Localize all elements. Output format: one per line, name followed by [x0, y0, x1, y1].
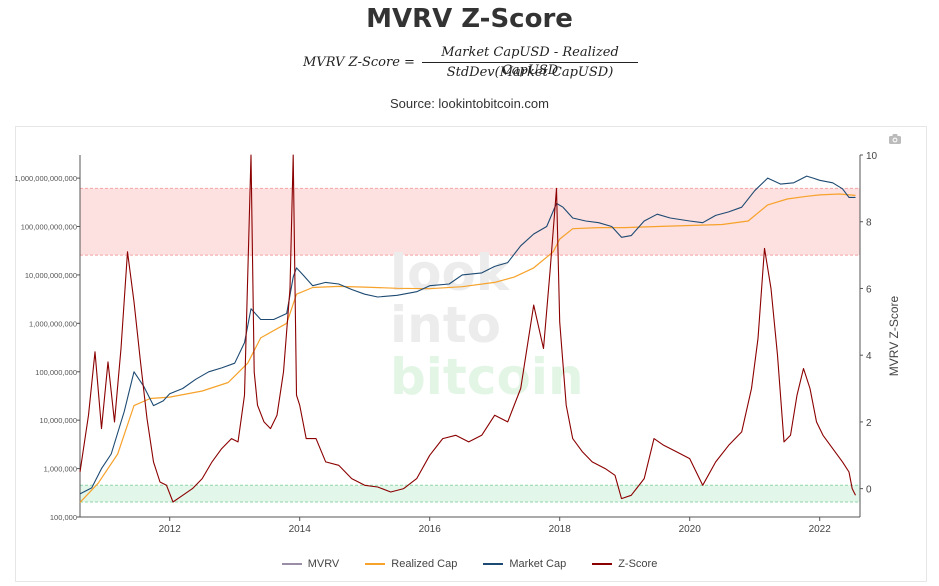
x-tick-label: 2016 [419, 524, 442, 535]
x-tick-label: 2014 [289, 524, 312, 535]
watermark: lookintobitcoin [390, 244, 584, 406]
legend-item[interactable]: Z-Score [592, 558, 657, 570]
y-axis-right-label: MVRV Z-Score [887, 295, 901, 376]
camera-icon[interactable] [888, 133, 902, 145]
bands [80, 187, 860, 503]
y-right-tick-label: 6 [866, 284, 872, 295]
formula-denominator: StdDev(Market CapUSD) [446, 65, 614, 80]
formula-fraction: Market CapUSD - Realized CapUSD StdDev(M… [420, 44, 640, 81]
series-line-market-cap [79, 175, 856, 495]
y-left-tick-label: 1,000,000 [44, 465, 77, 474]
axes [79, 155, 861, 518]
x-tick-label: 2018 [549, 524, 572, 535]
formula-lhs: MVRV Z-Score = [303, 55, 415, 70]
legend-item[interactable]: MVRV [281, 558, 340, 570]
y-left-tick-label: 100,000,000 [35, 368, 77, 377]
legend-item[interactable]: Market Cap [483, 558, 566, 570]
source-label: Source: lookintobitcoin.com [390, 96, 549, 111]
series-line-realized-cap [79, 193, 856, 503]
watermark-text: into [390, 296, 501, 354]
y-left-tick-label: 1,000,000,000,000 [14, 174, 77, 183]
series-lines [79, 154, 856, 503]
x-tick-label: 2020 [679, 524, 702, 535]
formula-bar [422, 62, 638, 63]
legend: MVRV Realized Cap Market Cap Z-Score [0, 558, 939, 570]
chart-title: MVRV Z-Score [366, 4, 573, 34]
chart-frame [15, 126, 927, 582]
legend-item[interactable]: Realized Cap [365, 558, 457, 570]
y-right-tick-label: 4 [866, 351, 872, 362]
legend-label: Realized Cap [391, 558, 458, 570]
legend-label: Z-Score [618, 558, 658, 570]
y-left-tick-label: 10,000,000,000 [25, 271, 77, 280]
y-right-tick-label: 0 [866, 485, 872, 496]
legend-label: MVRV [307, 558, 340, 570]
x-tick-label: 2012 [159, 524, 182, 535]
legend-label: Market Cap [509, 558, 567, 570]
y-left-tick-label: 1,000,000,000 [29, 319, 77, 328]
y-right-tick-label: 2 [866, 418, 872, 429]
formula: MVRV Z-Score = Market CapUSD - Realized … [0, 44, 939, 84]
legend-swatch [281, 563, 302, 565]
y-left-tick-label: 100,000,000,000 [21, 223, 77, 232]
watermark-text: bitcoin [390, 348, 584, 406]
tick-labels: 1,000,000,000,000 100,000,000,000 10,000,0… [14, 151, 877, 535]
series-line-z-score [79, 154, 856, 503]
formula-numerator: Market CapUSD - Realized CapUSD [441, 45, 619, 78]
band-overvalued [80, 188, 860, 256]
legend-swatch [483, 563, 504, 565]
band-undervalued [80, 485, 860, 502]
y-left-tick-label: 10,000,000 [39, 416, 77, 425]
y-left-tick-label: 100,000 [50, 513, 77, 522]
watermark-text: look [390, 244, 511, 302]
x-tick-label: 2022 [809, 524, 832, 535]
y-right-tick-label: 8 [866, 218, 872, 229]
y-right-tick-label: 10 [866, 151, 878, 162]
legend-swatch [592, 563, 613, 565]
legend-swatch [365, 563, 386, 565]
